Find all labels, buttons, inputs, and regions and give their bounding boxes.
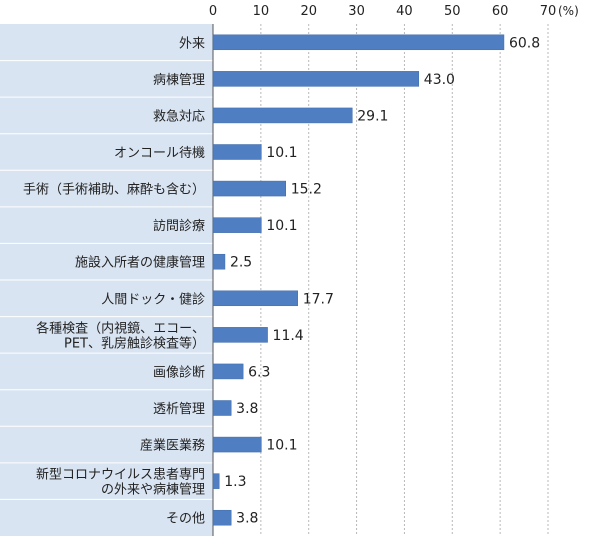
bar xyxy=(212,144,262,160)
bar xyxy=(212,71,420,87)
bar xyxy=(212,253,226,270)
bar xyxy=(212,107,353,124)
x-unit-label: (%) xyxy=(558,4,579,18)
value-label: 1.3 xyxy=(224,474,246,490)
value-label: 10.1 xyxy=(266,145,297,161)
bar xyxy=(212,473,220,489)
category-label: 新型コロナウイルス患者専門 xyxy=(36,467,205,483)
category-label: 訪問診療 xyxy=(153,218,205,234)
x-tick-label: 40 xyxy=(396,4,413,19)
value-label: 3.8 xyxy=(236,401,258,417)
x-tick-label: 20 xyxy=(300,4,317,19)
x-tick-label: 0 xyxy=(209,4,217,19)
category-label: PET、乳房触診検査等） xyxy=(64,335,205,351)
value-label: 60.8 xyxy=(509,35,540,51)
x-tick-label: 30 xyxy=(348,4,365,19)
x-tick-label: 70 xyxy=(540,4,557,19)
bar xyxy=(212,363,244,380)
value-label: 11.4 xyxy=(273,328,304,344)
category-label: 手術（手術補助、麻酔も含む） xyxy=(23,182,205,198)
category-label: 各種検査（内視鏡、エコー、 xyxy=(36,320,205,336)
category-label: の外来や病棟管理 xyxy=(101,483,205,498)
value-label: 2.5 xyxy=(230,255,252,271)
bar xyxy=(212,327,268,343)
category-label: 画像診断 xyxy=(153,364,205,380)
x-tick-label: 10 xyxy=(253,4,270,19)
value-label: 10.1 xyxy=(266,438,297,454)
value-label: 29.1 xyxy=(357,108,388,124)
bar xyxy=(212,400,232,416)
value-label: 43.0 xyxy=(424,72,455,88)
category-label: 産業医業務 xyxy=(140,438,205,454)
value-label: 10.1 xyxy=(266,218,297,234)
bar xyxy=(212,290,298,307)
category-label: その他 xyxy=(166,512,205,527)
bar xyxy=(212,217,262,233)
value-label: 15.2 xyxy=(291,182,322,198)
category-label: 外来 xyxy=(179,36,205,51)
category-label: 人間ドック・健診 xyxy=(101,291,205,307)
category-label: オンコール待機 xyxy=(114,146,205,161)
x-tick-label: 50 xyxy=(444,4,461,19)
bar xyxy=(212,34,505,51)
category-label: 病棟管理 xyxy=(153,73,205,88)
value-label: 6.3 xyxy=(248,364,270,380)
value-label: 3.8 xyxy=(236,511,258,527)
bar xyxy=(212,436,262,453)
bar xyxy=(212,180,286,197)
x-tick-label: 60 xyxy=(492,4,509,19)
category-label: 救急対応 xyxy=(153,108,205,124)
category-label: 透析管理 xyxy=(153,402,205,417)
category-label: 施設入所者の健康管理 xyxy=(75,255,205,271)
value-label: 17.7 xyxy=(303,291,334,307)
bar xyxy=(212,509,232,526)
